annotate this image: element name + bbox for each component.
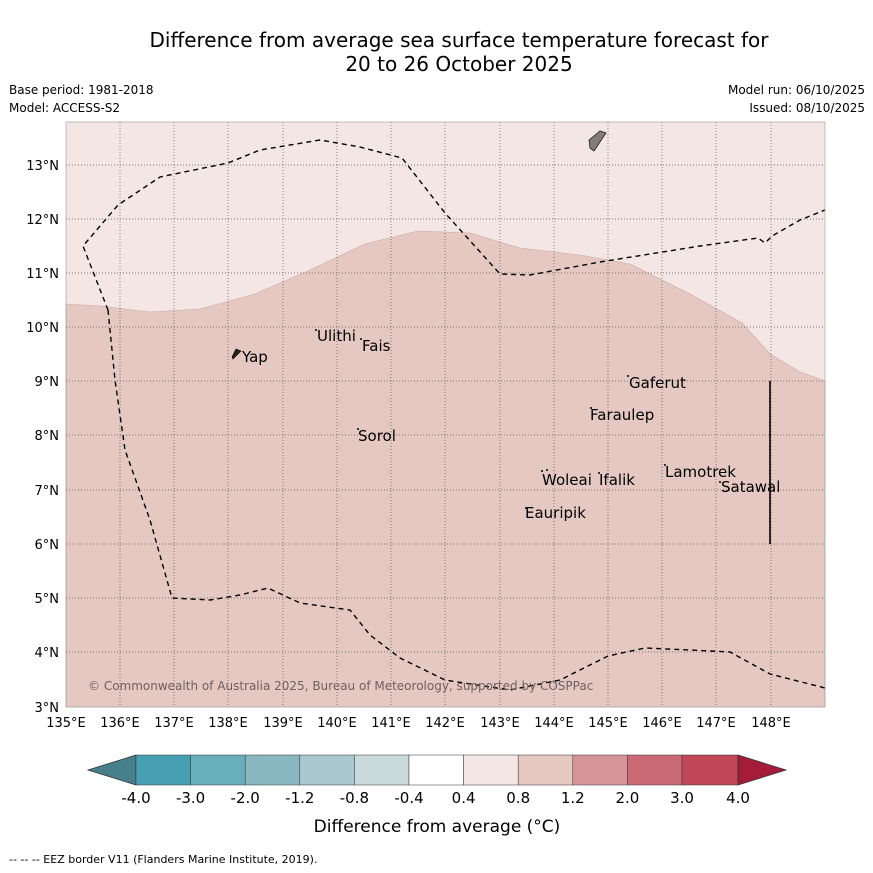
atoll-dots	[315, 329, 721, 509]
colorbar-segment	[681, 754, 739, 786]
colorbar-segment	[463, 754, 519, 786]
colorbar-ticks: -4.0 -3.0 -2.0 -1.2 -0.8 -0.4 0.4 0.8 1.…	[121, 789, 750, 807]
place-ulithi: Ulithi	[317, 327, 356, 345]
lat-tick: 11°N	[26, 267, 59, 282]
colorbar-segment	[299, 754, 355, 786]
colorbar-segment	[190, 754, 246, 786]
lon-tick: 146°E	[642, 716, 682, 731]
map-frame	[65, 121, 826, 708]
lat-axis: 3°N 4°N 5°N 6°N 7°N 8°N 9°N 10°N 11°N 12…	[26, 159, 59, 716]
lon-tick: 135°E	[46, 716, 86, 731]
lat-tick: 4°N	[35, 646, 60, 661]
issued-text: Issued: 08/10/2025	[749, 101, 865, 115]
colorbar-segment	[627, 754, 683, 786]
colorbar-min-arrow	[86, 754, 137, 786]
model-run-text: Model run: 06/10/2025	[727, 83, 865, 97]
map-panel: Yap Ulithi Fais Gaferut Faraulep Sorol L…	[65, 121, 826, 708]
colorbar-segment	[244, 754, 301, 786]
lat-tick: 13°N	[26, 159, 59, 174]
place-lamotrek: Lamotrek	[665, 463, 736, 481]
lat-tick: 8°N	[35, 429, 60, 444]
place-faraulep: Faraulep	[590, 406, 654, 424]
place-fais: Fais	[362, 337, 391, 355]
colorbar-tick: -3.0	[176, 789, 205, 807]
colorbar-tick: -4.0	[121, 789, 150, 807]
yap-island-icon	[231, 348, 242, 360]
lon-axis: 135°E 136°E 137°E 138°E 139°E 140°E 141°…	[46, 716, 791, 731]
lon-tick: 138°E	[208, 716, 248, 731]
colorbar-segment	[354, 754, 410, 786]
lon-tick: 148°E	[751, 716, 791, 731]
place-eauripik: Eauripik	[525, 504, 586, 522]
lon-tick: 144°E	[534, 716, 574, 731]
colorbar-tick: -1.2	[285, 789, 314, 807]
lat-tick: 3°N	[35, 701, 60, 716]
colorbar-tick: 0.8	[506, 789, 530, 807]
colorbar-max-arrow	[737, 754, 788, 786]
guam-island-icon	[588, 130, 607, 152]
eez-border	[82, 139, 826, 691]
colorbar-segment	[135, 754, 191, 786]
lon-tick: 140°E	[317, 716, 357, 731]
lon-tick: 141°E	[371, 716, 411, 731]
lat-tick: 12°N	[26, 213, 59, 228]
meta-right: Model run: 06/10/2025 Issued: 08/10/2025	[728, 81, 865, 117]
place-woleai: Woleai	[542, 471, 592, 489]
lon-tick: 147°E	[696, 716, 736, 731]
colorbar-tick: -2.0	[231, 789, 260, 807]
lat-tick: 10°N	[26, 321, 59, 336]
colorbar-tick: -0.8	[340, 789, 369, 807]
colorbar	[86, 754, 788, 786]
copyright-text: © Commonwealth of Australia 2025, Bureau…	[88, 679, 593, 693]
place-satawal: Satawal	[721, 478, 780, 496]
meta-left: Base period: 1981-2018 Model: ACCESS-S2	[9, 81, 154, 117]
colorbar-tick: -0.4	[394, 789, 423, 807]
lon-tick: 142°E	[425, 716, 465, 731]
colorbar-segment	[517, 754, 574, 786]
eez-footnote: -- -- -- EEZ border V11 (Flanders Marine…	[9, 853, 318, 866]
lon-tick: 145°E	[588, 716, 628, 731]
title-line-2: 20 to 26 October 2025	[345, 52, 573, 76]
lon-tick: 143°E	[480, 716, 520, 731]
colorbar-segment	[572, 754, 628, 786]
grid-lines	[66, 122, 825, 707]
lon-tick: 139°E	[263, 716, 303, 731]
lat-tick: 5°N	[35, 592, 60, 607]
map-title: Difference from average sea surface temp…	[0, 28, 873, 76]
place-sorol: Sorol	[358, 427, 396, 445]
colorbar-tick: 1.2	[561, 789, 585, 807]
lon-tick: 136°E	[100, 716, 140, 731]
colorbar-tick: 2.0	[615, 789, 639, 807]
lat-tick: 7°N	[35, 484, 60, 499]
place-ifalik: Ifalik	[599, 471, 635, 489]
lat-tick: 9°N	[35, 375, 60, 390]
anomaly-band-high	[65, 230, 826, 708]
colorbar-tick: 0.4	[452, 789, 476, 807]
place-gaferut: Gaferut	[629, 374, 686, 392]
colorbar-label: Difference from average (°C)	[314, 817, 561, 837]
colorbar-segment	[408, 754, 464, 786]
colorbar-tick: 4.0	[726, 789, 750, 807]
lon-tick: 137°E	[154, 716, 194, 731]
lat-tick: 6°N	[35, 538, 60, 553]
colorbar-tick: 3.0	[670, 789, 694, 807]
title-line-1: Difference from average sea surface temp…	[149, 28, 769, 52]
model-text: Model: ACCESS-S2	[9, 101, 121, 115]
place-yap: Yap	[241, 348, 268, 366]
base-period-text: Base period: 1981-2018	[9, 83, 154, 97]
